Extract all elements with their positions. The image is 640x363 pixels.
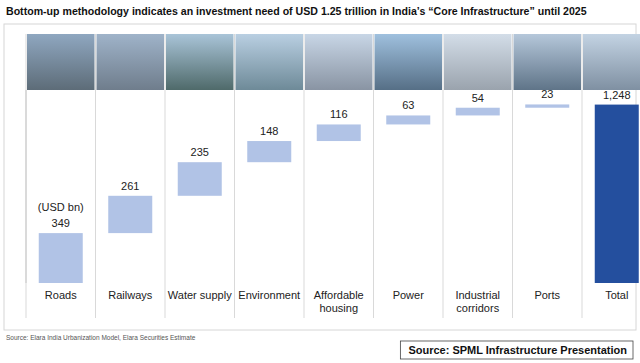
bar — [247, 141, 291, 162]
data-label: 235 — [191, 146, 209, 158]
data-label: 349 — [52, 217, 70, 229]
separator — [95, 34, 96, 318]
data-label: 63 — [402, 99, 414, 111]
category-label-line: Affordable — [314, 289, 364, 301]
category-label-line: corridors — [456, 302, 499, 314]
separator — [26, 34, 27, 318]
credit: Source: SPML Infrastructure Presentation — [408, 344, 627, 356]
category-label: Total — [605, 289, 628, 301]
data-label: 116 — [330, 108, 348, 120]
data-label: 1,248 — [603, 89, 631, 101]
header-image — [514, 34, 582, 90]
separator — [234, 34, 235, 318]
credit-border — [400, 341, 633, 359]
bar — [386, 115, 430, 124]
separator — [304, 34, 305, 318]
category-label: Railways — [108, 289, 153, 301]
title: Bottom-up methodology indicates an inves… — [6, 5, 587, 17]
category-label: Industrialcorridors — [455, 289, 500, 314]
separator — [443, 34, 444, 318]
data-label: 54 — [472, 92, 484, 104]
bar — [108, 196, 152, 233]
header-image — [27, 34, 95, 90]
separator — [373, 34, 374, 318]
header-image — [375, 34, 443, 90]
separator — [512, 34, 513, 318]
header-image — [236, 34, 304, 90]
separator — [582, 34, 583, 318]
header-image — [166, 34, 234, 90]
bar — [595, 105, 639, 283]
data-label: 148 — [260, 125, 278, 137]
chart: Bottom-up methodology indicates an inves… — [0, 0, 640, 363]
category-label-line: Industrial — [455, 289, 500, 301]
data-label: 23 — [541, 88, 553, 100]
header-image — [444, 34, 512, 90]
bar — [456, 108, 500, 116]
source: Source: Elara India Urbanization Model, … — [6, 334, 196, 341]
category-label: Environment — [238, 289, 300, 301]
y-axis — [26, 90, 27, 283]
bars — [39, 104, 639, 283]
bar — [178, 162, 222, 196]
header-image — [305, 34, 373, 90]
y-label: (USD bn) — [38, 201, 84, 213]
data-label: 261 — [121, 180, 139, 192]
category-label: Water supply — [168, 289, 232, 301]
category-label: Ports — [534, 289, 560, 301]
frame — [4, 24, 636, 330]
header-image — [97, 34, 165, 90]
bar — [525, 104, 569, 107]
category-label: Affordablehousing — [314, 289, 364, 314]
category-label: Roads — [45, 289, 77, 301]
category-label-line: housing — [319, 302, 358, 314]
bar — [317, 124, 361, 141]
category-label: Power — [393, 289, 425, 301]
credit-box: Source: SPML Infrastructure Presentation — [400, 341, 633, 359]
separator — [165, 34, 166, 318]
header-image — [583, 34, 640, 90]
bar — [39, 233, 83, 283]
